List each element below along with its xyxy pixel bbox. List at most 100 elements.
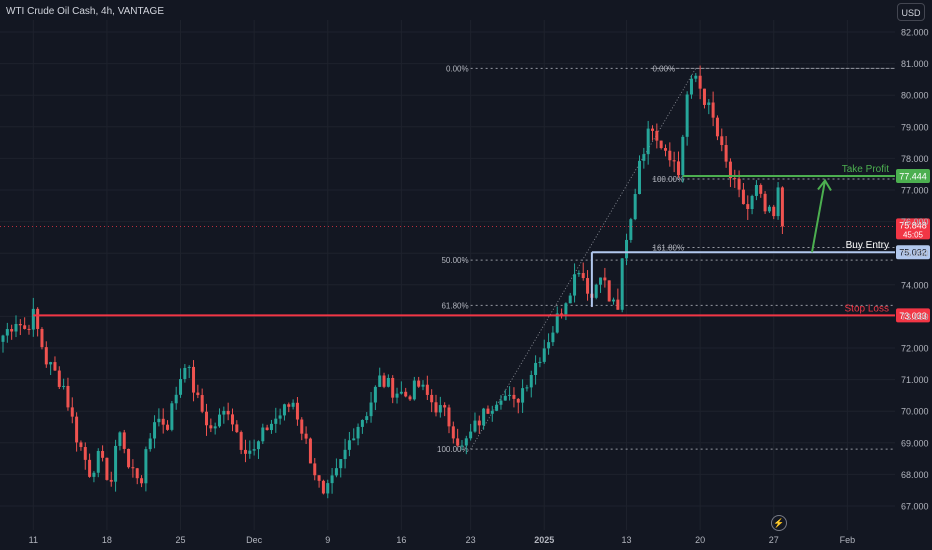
candle-body — [508, 394, 512, 396]
candle-body — [425, 384, 429, 395]
candle-body — [334, 468, 338, 476]
candle-body — [27, 328, 31, 330]
candle-body — [5, 329, 9, 336]
candle-body — [321, 480, 325, 494]
candle-body — [218, 414, 221, 427]
level-label: Stop Loss — [845, 303, 889, 314]
candle-body — [122, 432, 126, 449]
candle-body — [668, 150, 672, 161]
fib-level-label: 0.00% — [446, 64, 469, 73]
chart-title: WTI Crude Oil Cash, 4h, VANTAGE — [6, 6, 165, 17]
candle-body — [282, 404, 286, 416]
candle-body — [447, 407, 451, 427]
projection-arrow-shaft — [811, 180, 826, 253]
candle-body — [646, 128, 650, 155]
candle-body — [681, 136, 685, 176]
candle-body — [715, 117, 719, 137]
candle-body — [92, 472, 96, 477]
currency-button[interactable]: USD — [897, 3, 925, 21]
current-price-tag — [896, 218, 930, 240]
candle-body — [568, 295, 572, 304]
candle-body — [685, 94, 689, 137]
candle-body — [551, 332, 555, 343]
candle-body — [599, 277, 603, 285]
y-tick-label: 74.000 — [901, 280, 929, 290]
candle-body — [438, 405, 442, 413]
candle-body — [659, 140, 663, 149]
candle-body — [265, 427, 269, 431]
x-tick-label: 13 — [622, 535, 632, 545]
candle-body — [560, 313, 564, 315]
candle-body — [460, 445, 464, 447]
y-tick-label: 82.000 — [901, 28, 929, 38]
candle-body — [365, 416, 369, 420]
candle-body — [495, 404, 499, 411]
candle-body — [356, 426, 360, 439]
candle-body — [10, 329, 14, 332]
price-axis: 67.000 68.000 69.000 70.000 71.000 72.000 73.0… — [901, 28, 929, 512]
candle-body — [629, 219, 633, 240]
price-tag — [896, 168, 930, 183]
fib2-level-label: 100.00% — [653, 175, 685, 184]
time-axis: 11 18 25 Dec 9 16 23 2025 13 20 27 Feb — [29, 535, 855, 545]
candle-body — [469, 431, 473, 439]
y-tick-label: 81.000 — [901, 59, 929, 69]
y-tick-label: 79.000 — [901, 122, 929, 132]
candle-body — [200, 395, 204, 412]
projection-arrow-head — [817, 178, 832, 192]
price-tag-label: 77.444 — [899, 171, 927, 181]
candle-body — [542, 348, 546, 362]
candle-body — [157, 418, 161, 423]
candle-body — [148, 438, 152, 450]
candle-body — [451, 426, 455, 439]
candle-body — [261, 427, 265, 442]
candle-body — [603, 277, 607, 281]
candle-body — [391, 377, 395, 398]
countdown-label: 45:05 — [903, 230, 924, 239]
candle-body — [443, 405, 447, 408]
candle-body — [594, 284, 598, 298]
y-tick-label: 76.000 — [901, 217, 929, 227]
candle-body — [547, 342, 551, 349]
candle-body — [239, 432, 243, 450]
candle-body — [776, 187, 780, 217]
fib2-level-label: 161.80% — [653, 244, 685, 253]
candle-body — [196, 392, 200, 396]
candle-body — [23, 325, 27, 329]
candle-body — [291, 402, 295, 407]
candle-body — [724, 145, 728, 162]
price-tag — [896, 308, 930, 323]
candle-body — [235, 424, 239, 433]
candle-body — [49, 362, 53, 365]
candle-body — [538, 361, 542, 363]
candle-body — [304, 433, 308, 439]
x-tick-label: Dec — [246, 535, 263, 545]
candle-body — [746, 204, 750, 210]
candle-body — [174, 394, 178, 404]
candle-body — [499, 400, 503, 405]
candle-body — [213, 426, 217, 429]
candle-body — [399, 391, 403, 394]
x-tick-label: 9 — [325, 535, 330, 545]
candle-body — [473, 420, 477, 432]
candle-body — [486, 408, 490, 414]
price-tag-label: 73.033 — [899, 311, 927, 321]
candle-body — [482, 408, 486, 426]
candle-body — [101, 450, 105, 458]
trade-levels: Take Profit 77.444 Buy Entry 75.032 Stop Los… — [0, 164, 930, 323]
candle-body — [373, 386, 377, 403]
candle-body — [512, 394, 516, 399]
candle-body — [317, 475, 321, 481]
candle-body — [616, 299, 620, 310]
lightning-icon[interactable]: ⚡ — [771, 515, 787, 531]
x-tick-label: 11 — [29, 535, 38, 545]
candle-body — [534, 362, 538, 376]
x-tick-label: 23 — [466, 535, 476, 545]
candle-body — [529, 375, 533, 388]
candle-body — [612, 299, 616, 302]
candle-body — [711, 102, 715, 118]
candle-body — [278, 415, 282, 419]
candle-body — [131, 467, 135, 469]
candle-body — [456, 438, 460, 446]
